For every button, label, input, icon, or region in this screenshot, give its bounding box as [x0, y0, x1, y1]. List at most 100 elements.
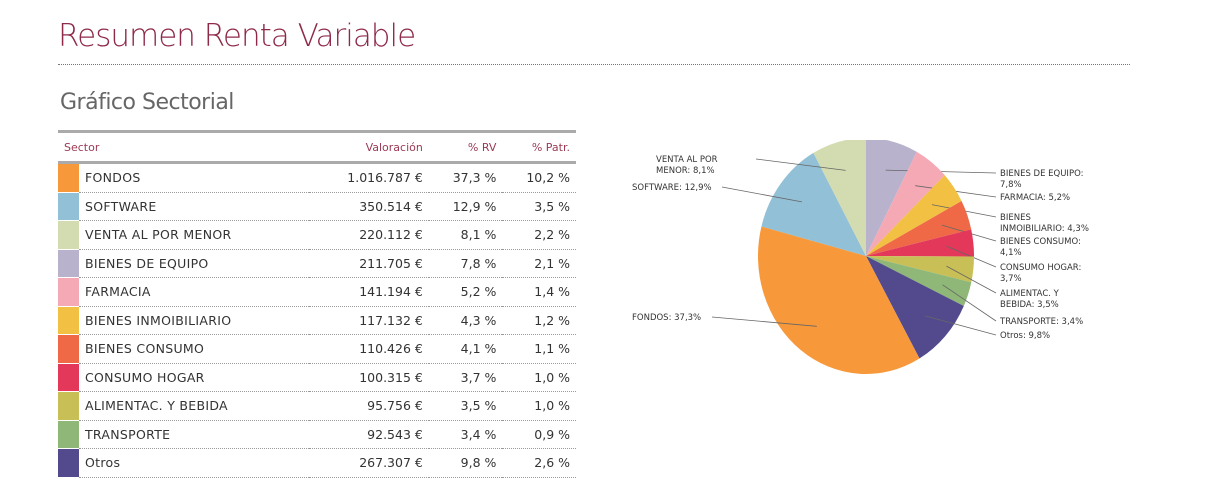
sector-name: VENTA AL POR MENOR: [79, 220, 310, 250]
valoracion: 100.315 €: [309, 363, 429, 392]
table-row: BIENES CONSUMO 110.426 € 4,1 % 1,1 %: [58, 334, 576, 364]
pct-rv: 3,5 %: [428, 391, 503, 421]
sector-name: CONSUMO HOGAR: [79, 363, 310, 392]
color-swatch: [58, 420, 79, 449]
table-row: FARMACIA 141.194 € 5,2 % 1,4 %: [58, 277, 576, 307]
pct-patr: 3,5 %: [502, 192, 576, 221]
valoracion: 211.705 €: [309, 249, 429, 278]
pct-patr: 2,1 %: [502, 249, 576, 278]
pie-slice: [866, 256, 972, 307]
sector-name: TRANSPORTE: [79, 420, 310, 449]
leader-line: [721, 186, 802, 203]
pct-patr: 1,0 %: [502, 363, 576, 392]
table-row: TRANSPORTE 92.543 € 3,4 % 0,9 %: [58, 420, 576, 449]
slice-label: MENOR: 8,1%: [656, 166, 715, 176]
pct-patr: 10,2 %: [502, 162, 576, 193]
valoracion: 95.756 €: [309, 391, 429, 421]
valoracion: 110.426 €: [309, 334, 429, 364]
table-row: CONSUMO HOGAR 100.315 € 3,7 % 1,0 %: [58, 363, 576, 392]
pct-rv: 3,7 %: [428, 363, 503, 392]
color-swatch: [58, 220, 79, 250]
pct-patr: 1,1 %: [502, 334, 576, 364]
col-sector: Sector: [58, 131, 310, 164]
slice-label: SOFTWARE: 12,9%: [632, 183, 712, 193]
slice-label: VENTA AL POR: [656, 155, 718, 165]
pct-rv: 7,8 %: [428, 249, 503, 278]
pct-rv: 3,4 %: [428, 420, 503, 449]
slice-label: 4,1%: [1000, 248, 1022, 258]
leader-line: [755, 158, 846, 171]
pie-slice: [761, 152, 866, 256]
pie-slice: [813, 140, 866, 256]
sector-name: BIENES INMOIBILIARIO: [79, 306, 310, 335]
valoracion: 92.543 €: [309, 420, 429, 449]
sector-name: ALIMENTAC. Y BEBIDA: [79, 391, 310, 421]
color-swatch: [58, 334, 79, 364]
color-swatch: [58, 192, 79, 221]
leader-line: [946, 265, 997, 294]
slice-label: CONSUMO HOGAR:: [1000, 263, 1081, 273]
color-swatch: [58, 306, 79, 335]
table-row: SOFTWARE 350.514 € 12,9 % 3,5 %: [58, 192, 576, 221]
color-swatch: [58, 448, 79, 478]
sector-name: BIENES CONSUMO: [79, 334, 310, 364]
pct-patr: 2,6 %: [502, 448, 576, 478]
pie-slice: [866, 140, 917, 256]
sector-name: Otros: [79, 448, 310, 478]
pie-slice: [866, 229, 974, 257]
valoracion: 1.016.787 €: [309, 162, 429, 193]
pct-patr: 1,4 %: [502, 277, 576, 307]
color-swatch: [58, 162, 79, 193]
sector-table: Sector Valoración % RV % Patr. FONDOS 1.…: [58, 130, 576, 478]
valoracion: 141.194 €: [309, 277, 429, 307]
pie-slice: [866, 256, 964, 359]
slice-label: BIENES: [1000, 213, 1031, 223]
col-rv: % RV: [428, 131, 503, 164]
pie-slice: [866, 151, 945, 256]
color-swatch: [58, 249, 79, 278]
section-title: Gráfico Sectorial: [60, 90, 234, 115]
pie-slice: [866, 256, 974, 283]
leader-line: [711, 316, 817, 327]
table-row: FONDOS 1.016.787 € 37,3 % 10,2 %: [58, 162, 576, 193]
valoracion: 220.112 €: [309, 220, 429, 250]
sector-name: BIENES DE EQUIPO: [79, 249, 310, 278]
leader-line: [925, 315, 997, 336]
col-valoracion: Valoración: [309, 131, 429, 164]
slice-label: INMOIBILIARIO: 4,3%: [1000, 224, 1089, 234]
slice-label: FONDOS: 37,3%: [632, 313, 701, 323]
slice-label: 7,8%: [1000, 180, 1022, 190]
table-row: BIENES INMOIBILIARIO 117.132 € 4,3 % 1,2…: [58, 306, 576, 335]
pct-rv: 5,2 %: [428, 277, 503, 307]
pct-rv: 4,1 %: [428, 334, 503, 364]
pct-rv: 9,8 %: [428, 448, 503, 478]
sector-name: FARMACIA: [79, 277, 310, 307]
sector-name: SOFTWARE: [79, 192, 310, 221]
pct-patr: 1,0 %: [502, 391, 576, 421]
table-row: BIENES DE EQUIPO 211.705 € 7,8 % 2,1 %: [58, 249, 576, 278]
pct-patr: 2,2 %: [502, 220, 576, 250]
pct-patr: 0,9 %: [502, 420, 576, 449]
pie-slice: [866, 175, 962, 256]
slice-label: BIENES CONSUMO:: [1000, 237, 1081, 247]
pct-rv: 12,9 %: [428, 192, 503, 221]
table-row: Otros 267.307 € 9,8 % 2,6 %: [58, 448, 576, 478]
leader-line: [942, 284, 997, 322]
pct-patr: 1,2 %: [502, 306, 576, 335]
table-row: ALIMENTAC. Y BEBIDA 95.756 € 3,5 % 1,0 %: [58, 391, 576, 421]
color-swatch: [58, 363, 79, 392]
page-title: Resumen Renta Variable: [58, 18, 416, 54]
valoracion: 350.514 €: [309, 192, 429, 221]
table-header: Sector Valoración % RV % Patr.: [58, 131, 576, 164]
color-swatch: [58, 277, 79, 307]
slice-label: Otros: 9,8%: [1000, 331, 1050, 341]
slice-label: FARMACIA: 5,2%: [1000, 193, 1070, 203]
sector-pie-chart: BIENES DE EQUIPO:7,8% FARMACIA: 5,2% BIENE…: [632, 140, 1089, 374]
pct-rv: 4,3 %: [428, 306, 503, 335]
pie-slice: [758, 226, 920, 374]
slice-label: ALIMENTAC. Y: [1000, 289, 1060, 299]
pie-slice: [866, 200, 972, 256]
valoracion: 117.132 €: [309, 306, 429, 335]
slice-label: BIENES DE EQUIPO:: [1000, 169, 1083, 179]
col-patr: % Patr.: [502, 131, 576, 164]
